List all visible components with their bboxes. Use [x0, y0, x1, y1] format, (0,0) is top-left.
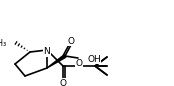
Polygon shape	[47, 55, 66, 68]
Text: N: N	[44, 47, 50, 57]
Text: CH₃: CH₃	[0, 39, 7, 49]
Text: O: O	[76, 60, 82, 69]
Text: O: O	[60, 79, 66, 86]
Text: O: O	[68, 36, 74, 45]
Text: OH: OH	[87, 55, 101, 63]
